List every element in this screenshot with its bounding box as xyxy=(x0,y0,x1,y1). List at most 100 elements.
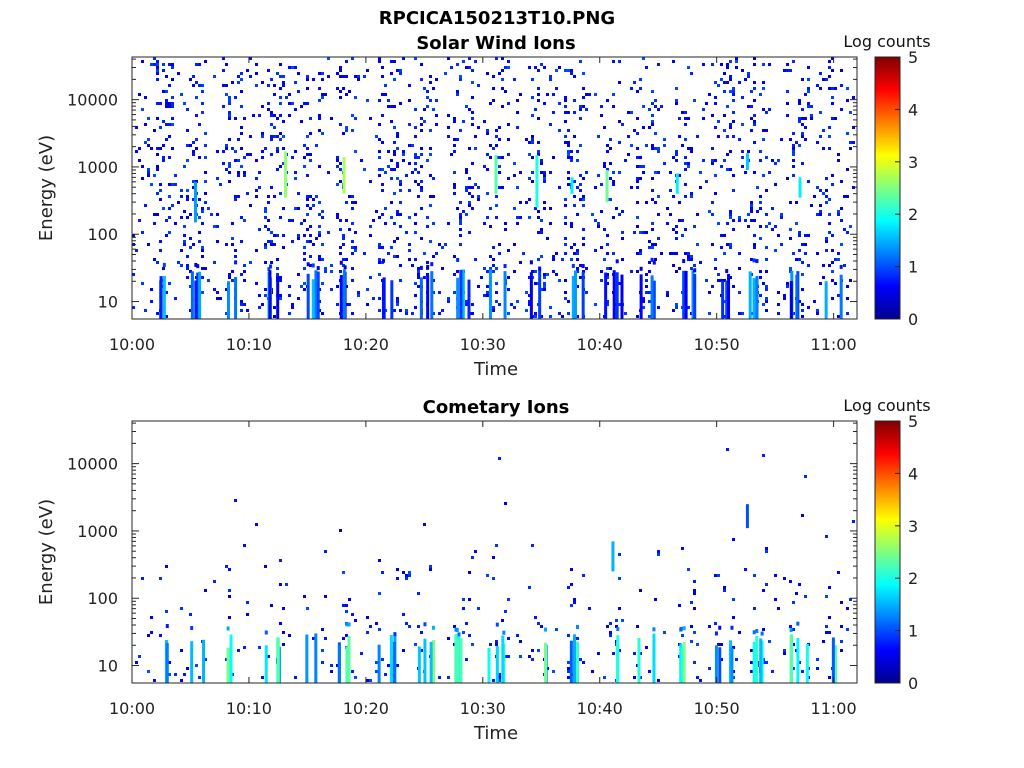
heatmap-cell xyxy=(804,595,807,598)
heatmap-cell xyxy=(393,153,396,156)
heatmap-cell xyxy=(798,120,801,123)
heatmap-cell xyxy=(579,174,582,177)
heatmap-cell xyxy=(723,159,726,162)
heatmap-cell xyxy=(741,156,744,159)
heatmap-cell xyxy=(535,155,539,208)
heatmap-cell xyxy=(789,237,792,240)
heatmap-cell xyxy=(819,213,822,216)
heatmap-cell xyxy=(159,126,162,129)
heatmap-cell xyxy=(639,252,642,255)
heatmap-cell xyxy=(654,147,657,150)
heatmap-cell xyxy=(414,153,417,156)
heatmap-cell xyxy=(279,63,282,66)
heatmap-cell xyxy=(192,198,195,201)
heatmap-cell xyxy=(762,174,765,177)
x-tick-label: 11:00 xyxy=(811,699,857,718)
heatmap-cell xyxy=(255,72,258,75)
heatmap-cell xyxy=(342,571,345,574)
heatmap-cell xyxy=(288,114,291,117)
heatmap-cell xyxy=(453,117,456,120)
heatmap-cell xyxy=(255,249,258,252)
heatmap-cell xyxy=(267,108,270,111)
heatmap-cell xyxy=(516,111,519,114)
heatmap-cell xyxy=(537,150,540,153)
heatmap-cell xyxy=(228,171,231,174)
heatmap-cell xyxy=(618,141,621,144)
heatmap-cell xyxy=(426,261,429,264)
heatmap-cell xyxy=(420,129,423,132)
heatmap-cell xyxy=(330,270,333,273)
x-tick-label: 10:00 xyxy=(109,699,155,718)
heatmap-cell xyxy=(240,90,243,93)
heatmap-cell xyxy=(291,306,294,309)
heatmap-cell xyxy=(387,99,390,102)
heatmap-cell xyxy=(183,165,186,168)
heatmap-cell xyxy=(408,189,411,192)
heatmap-cell xyxy=(171,204,174,207)
heatmap-cell xyxy=(831,69,834,72)
heatmap-cell xyxy=(828,213,831,216)
heatmap-cell xyxy=(714,102,717,105)
heatmap-cell xyxy=(795,274,799,319)
heatmap-cell xyxy=(752,630,756,635)
heatmap-cell xyxy=(501,156,504,159)
heatmap-cell xyxy=(414,222,417,225)
heatmap-cell xyxy=(186,216,189,219)
heatmap-cell xyxy=(507,177,510,180)
heatmap-cell xyxy=(498,676,501,679)
heatmap-cell xyxy=(408,258,411,261)
heatmap-cell xyxy=(528,216,531,219)
heatmap-cell xyxy=(408,144,411,147)
heatmap-cell xyxy=(246,601,249,604)
heatmap-cell xyxy=(498,457,501,460)
heatmap-cell xyxy=(282,631,285,634)
heatmap-cell xyxy=(204,132,207,135)
heatmap-cell xyxy=(748,271,752,319)
heatmap-cell xyxy=(453,144,456,147)
heatmap-cell xyxy=(594,219,597,222)
heatmap-cell xyxy=(711,162,714,165)
heatmap-cell xyxy=(711,213,714,216)
heatmap-cell xyxy=(795,141,798,144)
heatmap-cell xyxy=(190,626,194,631)
heatmap-cell xyxy=(168,207,171,210)
heatmap-cell xyxy=(378,261,381,264)
heatmap-cell xyxy=(396,237,399,240)
heatmap-cell xyxy=(755,259,759,264)
heatmap-cell xyxy=(366,679,369,682)
heatmap-cell xyxy=(474,183,477,186)
heatmap-cell xyxy=(597,222,600,225)
heatmap-cell xyxy=(786,69,789,72)
heatmap-cell xyxy=(678,267,681,270)
heatmap-cell xyxy=(636,132,639,135)
heatmap-cell xyxy=(186,264,189,267)
heatmap-cell xyxy=(498,138,501,141)
heatmap-cell xyxy=(834,258,837,261)
heatmap-cell xyxy=(147,171,150,174)
heatmap-cell xyxy=(186,159,189,162)
heatmap-cell xyxy=(645,231,648,234)
heatmap-cell xyxy=(579,183,582,186)
heatmap-cell xyxy=(243,646,246,649)
heatmap-cell xyxy=(544,627,548,632)
heatmap-cell xyxy=(192,84,195,87)
heatmap-cell xyxy=(318,114,321,117)
heatmap-cell xyxy=(432,640,436,683)
heatmap-cell xyxy=(168,282,171,285)
heatmap-cell xyxy=(834,282,837,285)
heatmap-cell xyxy=(582,96,585,99)
heatmap-cell xyxy=(186,129,189,132)
heatmap-cell xyxy=(507,123,510,126)
heatmap-cell xyxy=(225,147,228,150)
heatmap-cell xyxy=(417,276,420,279)
heatmap-cell xyxy=(618,607,621,610)
heatmap-cell xyxy=(570,583,573,586)
heatmap-cell xyxy=(216,297,219,300)
heatmap-cell xyxy=(549,306,552,309)
heatmap-cell xyxy=(390,177,393,180)
heatmap-cell xyxy=(570,604,573,607)
heatmap-cell xyxy=(234,198,237,201)
heatmap-cell xyxy=(636,252,639,255)
heatmap-cell xyxy=(360,652,363,655)
heatmap-cell xyxy=(648,246,651,249)
